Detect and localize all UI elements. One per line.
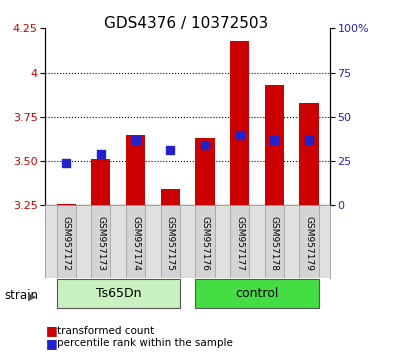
- Text: GDS4376 / 10372503: GDS4376 / 10372503: [103, 16, 268, 31]
- Text: GSM957179: GSM957179: [305, 216, 314, 270]
- Bar: [299, 205, 318, 278]
- Bar: [161, 189, 180, 205]
- Text: GSM957177: GSM957177: [235, 216, 244, 270]
- Text: GSM957173: GSM957173: [96, 216, 105, 270]
- Bar: [299, 103, 318, 205]
- Bar: [230, 205, 249, 278]
- Bar: [57, 280, 180, 308]
- Text: ■: ■: [45, 325, 57, 337]
- Text: GSM957178: GSM957178: [270, 216, 279, 270]
- Bar: [161, 205, 180, 278]
- Text: GSM957175: GSM957175: [166, 216, 175, 270]
- Text: percentile rank within the sample: percentile rank within the sample: [57, 338, 233, 348]
- Text: ▶: ▶: [28, 291, 37, 301]
- Bar: [196, 280, 318, 308]
- Text: strain: strain: [4, 289, 38, 302]
- Bar: [126, 135, 145, 205]
- Bar: [196, 138, 214, 205]
- Bar: [196, 205, 214, 278]
- Bar: [126, 205, 145, 278]
- Text: Ts65Dn: Ts65Dn: [96, 287, 141, 300]
- Bar: [57, 205, 76, 278]
- Text: GSM957174: GSM957174: [131, 216, 140, 270]
- Bar: [265, 85, 284, 205]
- Bar: [230, 41, 249, 205]
- Text: transformed count: transformed count: [57, 326, 154, 336]
- Text: GSM957176: GSM957176: [201, 216, 209, 270]
- Text: control: control: [235, 287, 279, 300]
- Text: ■: ■: [45, 337, 57, 350]
- Bar: [91, 159, 111, 205]
- Bar: [265, 205, 284, 278]
- Bar: [57, 204, 76, 205]
- Text: GSM957172: GSM957172: [62, 216, 71, 270]
- Bar: [91, 205, 111, 278]
